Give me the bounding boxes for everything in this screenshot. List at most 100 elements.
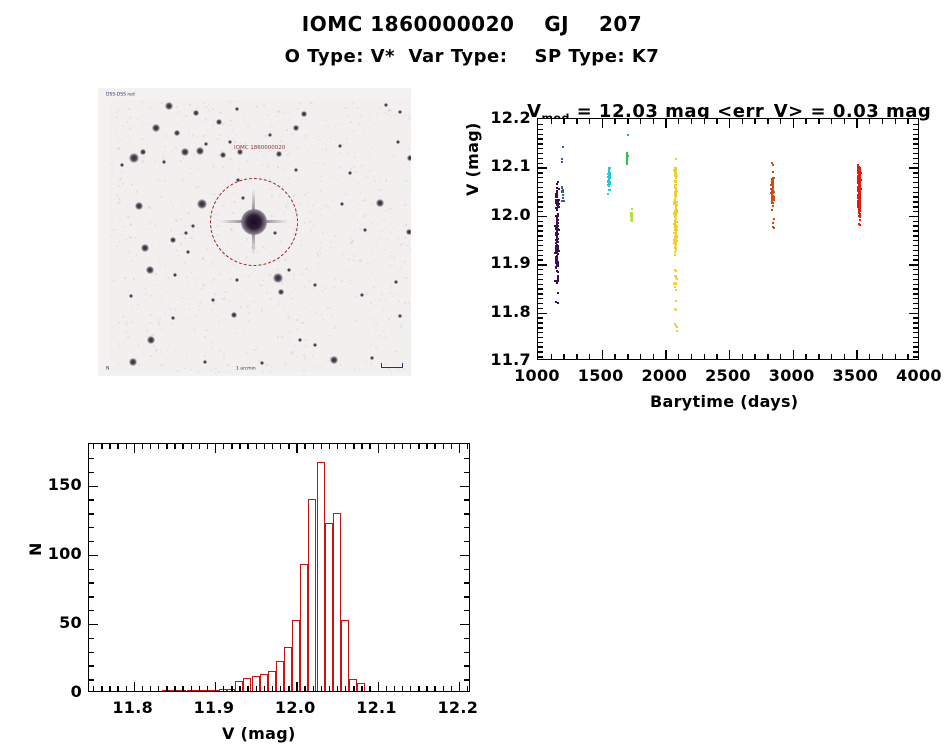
lightcurve-point (772, 177, 775, 180)
sky-noise-speck (211, 193, 214, 196)
sky-noise-speck (272, 341, 275, 344)
sky-noise-speck (182, 233, 185, 235)
field-star (337, 143, 343, 149)
lightcurve-point (674, 180, 677, 183)
sky-noise-speck (137, 364, 140, 367)
lightcurve-point (674, 308, 677, 311)
field-star (228, 140, 232, 144)
sky-noise-speck (131, 346, 133, 348)
axis-tick (288, 444, 290, 449)
sky-noise-speck (374, 299, 376, 301)
sky-noise-speck (117, 110, 120, 113)
sky-noise-speck (220, 362, 223, 364)
sky-noise-speck (149, 295, 153, 298)
sky-noise-speck (318, 244, 320, 246)
axis-tick (296, 686, 298, 691)
sky-noise-speck (111, 119, 114, 122)
lightcurve-point (857, 210, 860, 213)
sky-noise-speck (212, 251, 215, 254)
sky-noise-speck (326, 250, 328, 252)
sky-noise-speck (302, 192, 305, 194)
sky-noise-speck (299, 309, 302, 312)
sky-noise-speck (244, 113, 247, 116)
lightcurve-point (556, 244, 559, 247)
lightcurve-datapoints (538, 119, 918, 359)
sky-noise-speck (184, 317, 187, 319)
lightcurve-point (673, 172, 676, 175)
sky-noise-speck (320, 207, 323, 210)
sky-noise-speck (331, 199, 334, 201)
sky-noise-speck (263, 104, 266, 107)
axis-tick (913, 133, 918, 135)
axis-tick (913, 220, 918, 223)
sky-noise-speck (203, 288, 205, 290)
lightcurve-point (770, 190, 773, 193)
sky-noise-speck (234, 264, 237, 267)
sky-noise-speck (165, 135, 167, 137)
sky-noise-speck (322, 326, 324, 327)
sky-noise-speck (111, 315, 114, 318)
sky-noise-speck (178, 315, 181, 318)
sky-noise-speck (208, 210, 211, 213)
lightcurve-point (857, 196, 860, 199)
sky-noise-speck (235, 140, 238, 143)
axis-tick (538, 244, 543, 247)
sky-noise-speck (244, 120, 247, 123)
sky-noise-speck (309, 175, 312, 178)
histogram-bar (284, 647, 293, 691)
sky-noise-speck (359, 239, 361, 241)
sky-noise-speck (370, 319, 372, 321)
sky-noise-speck (167, 345, 170, 347)
sky-noise-speck (197, 371, 200, 374)
sky-noise-speck (208, 109, 210, 111)
axis-tick (89, 679, 94, 681)
field-star (330, 356, 338, 364)
lightcurve-point (561, 197, 564, 200)
sky-noise-speck (189, 318, 191, 320)
sky-noise-speck (300, 239, 303, 242)
sky-noise-speck (121, 169, 124, 172)
sky-noise-speck (410, 242, 411, 245)
sky-noise-speck (333, 139, 336, 142)
sky-noise-speck (271, 268, 273, 270)
sky-noise-speck (186, 211, 189, 214)
lightcurve-point (556, 215, 559, 218)
sky-noise-speck (138, 168, 141, 171)
sky-noise-speck (404, 302, 406, 304)
sky-noise-speck (231, 128, 234, 131)
sky-noise-speck (339, 165, 341, 168)
lightcurve-point (858, 169, 861, 172)
axis-tick (401, 444, 404, 449)
axis-tick (304, 686, 306, 691)
sky-noise-speck (217, 154, 220, 157)
sky-noise-speck (384, 249, 387, 252)
sky-noise-speck (217, 366, 220, 368)
sky-noise-speck (189, 104, 192, 107)
sky-noise-speck (293, 277, 296, 279)
axis-tick (174, 686, 176, 691)
sky-noise-speck (118, 342, 120, 344)
lightcurve-point (770, 179, 773, 182)
sky-noise-speck (149, 354, 153, 358)
sky-noise-speck (304, 356, 307, 359)
axis-tick (913, 312, 918, 314)
lightcurve-point (608, 167, 611, 170)
axis-tick (464, 596, 469, 598)
sky-noise-speck (326, 230, 329, 233)
axis-tick (913, 244, 918, 247)
sky-noise-speck (400, 242, 403, 245)
sky-noise-speck (247, 124, 250, 128)
sky-noise-speck (163, 145, 166, 148)
sky-noise-speck (385, 209, 388, 212)
sky-noise-speck (239, 142, 241, 144)
sky-noise-speck (378, 196, 380, 198)
sky-noise-speck (393, 155, 395, 158)
sky-noise-speck (367, 176, 369, 178)
lightcurve-point (673, 220, 676, 222)
sky-noise-speck (390, 154, 392, 156)
sky-noise-speck (396, 127, 398, 129)
sky-noise-speck (374, 259, 377, 262)
sky-noise-speck (211, 188, 213, 190)
sky-noise-speck (163, 149, 165, 152)
sky-noise-speck (290, 298, 293, 301)
